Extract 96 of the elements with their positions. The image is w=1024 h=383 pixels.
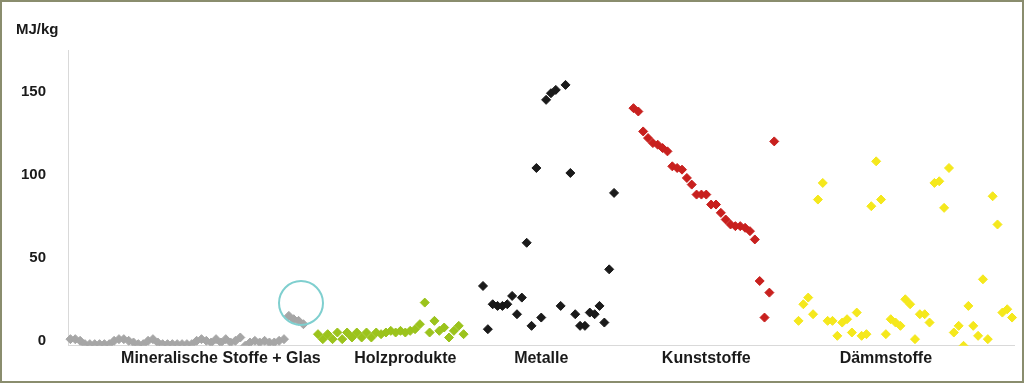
point (871, 156, 882, 167)
point (536, 312, 547, 323)
point (555, 300, 566, 311)
point (604, 264, 615, 275)
point (531, 162, 542, 173)
point (429, 315, 440, 326)
point (507, 290, 518, 301)
point (943, 162, 954, 173)
point (594, 300, 605, 311)
point (599, 317, 610, 328)
point (327, 334, 338, 345)
point (910, 334, 920, 345)
point (963, 300, 974, 311)
y-tick-label: 0 (37, 330, 46, 348)
y-tick-label: 50 (29, 247, 46, 265)
point (550, 84, 561, 95)
y-tick-label: 150 (20, 81, 46, 99)
point (235, 332, 246, 343)
point (439, 322, 450, 333)
point (609, 187, 620, 198)
point (453, 320, 464, 331)
x-tick-label: Dämmstoffe (839, 348, 933, 366)
point (798, 299, 809, 310)
point (482, 324, 493, 335)
point (1007, 312, 1018, 323)
x-tick-label: Metalle (514, 348, 569, 366)
point (414, 319, 425, 330)
point (715, 207, 726, 218)
point (322, 329, 333, 340)
point (565, 167, 576, 178)
point (793, 315, 804, 326)
point (332, 327, 343, 338)
point (876, 194, 887, 205)
x-tick-label: Holzprodukte (354, 348, 457, 366)
point (992, 219, 1003, 230)
point (361, 327, 372, 338)
point (662, 146, 673, 157)
point (516, 292, 527, 303)
point (953, 320, 964, 331)
point (356, 332, 367, 343)
point (759, 312, 770, 323)
y-axis-title: MJ/kg (16, 20, 59, 37)
point (424, 327, 435, 338)
y-tick-label: 100 (20, 164, 46, 182)
point (754, 275, 765, 286)
point (541, 94, 552, 105)
point (448, 325, 459, 336)
point (681, 172, 692, 183)
point (982, 334, 993, 345)
point (312, 329, 323, 340)
point (973, 330, 984, 341)
point (526, 320, 537, 331)
point (866, 201, 877, 212)
point (987, 191, 998, 202)
point (317, 334, 328, 345)
point (744, 226, 755, 237)
point (846, 327, 857, 338)
point (458, 329, 469, 340)
point (337, 334, 348, 345)
x-tick-label: Mineralische Stoffe + Glas (121, 348, 321, 366)
point (817, 177, 828, 188)
point (764, 287, 775, 298)
point (977, 274, 988, 285)
point (570, 309, 581, 320)
point (948, 327, 959, 338)
point (419, 297, 430, 308)
point (808, 309, 819, 320)
point (803, 292, 814, 303)
point (342, 327, 353, 338)
point (924, 317, 935, 328)
point (633, 106, 644, 117)
point (812, 194, 823, 205)
point (410, 324, 421, 335)
point (560, 79, 571, 90)
point (895, 320, 906, 331)
point (638, 126, 649, 137)
point (842, 314, 853, 325)
point (351, 327, 362, 338)
point (968, 320, 979, 331)
point (686, 179, 697, 190)
point (521, 237, 532, 248)
point (677, 164, 688, 175)
point (851, 307, 862, 318)
point (511, 309, 522, 320)
point (905, 299, 916, 310)
point (939, 202, 950, 213)
point (720, 214, 731, 225)
point (444, 332, 455, 343)
point (366, 332, 377, 343)
point (478, 280, 488, 291)
point (749, 234, 760, 245)
point (769, 136, 780, 147)
point (880, 329, 891, 340)
point (1002, 304, 1013, 315)
point (832, 330, 843, 341)
x-tick-label: Kunststoffe (661, 348, 751, 366)
